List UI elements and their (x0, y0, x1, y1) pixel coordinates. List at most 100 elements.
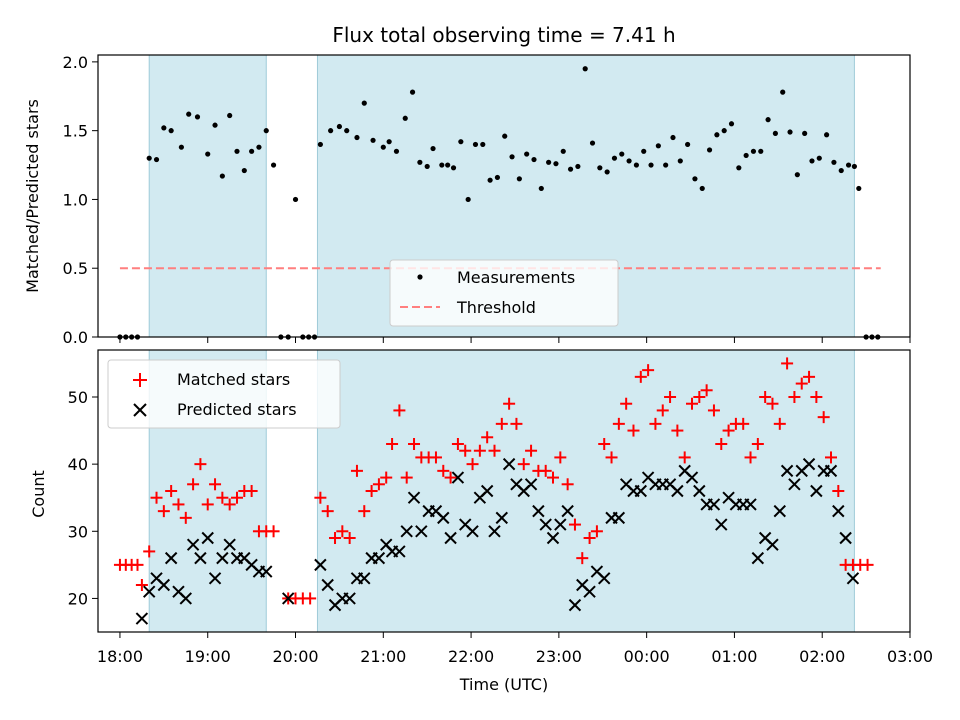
matched-star-point (343, 532, 356, 544)
measurement-point (370, 137, 376, 143)
x-tick-label: 19:00 (185, 647, 231, 666)
matched-star-point (135, 579, 148, 591)
predicted-star-point (744, 498, 757, 511)
measurement-point (816, 155, 822, 161)
matched-star-point (503, 397, 516, 410)
matched-star-point (429, 451, 442, 464)
x-tick-label: 22:00 (448, 647, 494, 666)
predicted-star-point (480, 484, 494, 498)
measurement-point (765, 117, 771, 123)
x-tick-label: 03:00 (887, 647, 933, 666)
measurement-point (856, 185, 862, 192)
predicted-star-point (223, 538, 236, 551)
matched-star-point (561, 478, 574, 491)
measurement-point (685, 141, 691, 148)
matched-star-point (386, 438, 399, 450)
measurement-point (227, 112, 233, 119)
matched-star-point (201, 498, 214, 511)
matched-star-point (678, 451, 691, 464)
measurement-point (553, 161, 559, 167)
predicted-stars-legend-marker (133, 403, 147, 417)
predicted-star-point (715, 518, 728, 531)
measurement-point (234, 148, 240, 154)
measurement-point (270, 162, 277, 168)
predicted-star-point (393, 545, 406, 558)
measurement-point (256, 144, 262, 150)
measurement-point (205, 151, 211, 157)
measurement-point (178, 144, 184, 150)
count-plot-frame (97, 349, 911, 633)
ratio-panel: 0.0 0.5 1.0 1.5 2.0 Flux total observing tim… (23, 23, 911, 347)
x-tick-label: 21:00 (360, 647, 406, 666)
matched-star-point (517, 458, 530, 471)
count-legend: Matched stars Predicted stars (107, 359, 341, 429)
measurement-point (721, 128, 727, 134)
measurement-point (402, 115, 408, 121)
matched-star-point (304, 592, 317, 605)
matched-star-point (488, 444, 501, 457)
matched-stars-legend-marker (133, 373, 147, 387)
count-y-axis-label: Count (29, 470, 48, 518)
measurement-point (538, 185, 544, 192)
matched-star-point (590, 525, 603, 538)
matched-star-point (400, 471, 413, 484)
predicted-star-point (216, 551, 229, 565)
measurement-point (589, 140, 596, 146)
matched-star-point (510, 417, 523, 430)
matched-star-point (766, 397, 779, 410)
measurement-point (393, 148, 400, 154)
predicted-star-point (281, 592, 295, 605)
measurement-point (153, 156, 160, 163)
predicted-star-point (451, 471, 465, 484)
predicted-star-point (612, 511, 626, 525)
measurement-point (487, 177, 493, 183)
predicted-star-point (208, 572, 222, 585)
measurement-point (714, 132, 720, 138)
threshold-legend-label: Threshold (456, 298, 536, 317)
observing-interval-1 (148, 54, 267, 338)
matched-star-point (627, 424, 640, 437)
matched-star-point (810, 391, 823, 403)
predicted-star-point (321, 578, 334, 592)
matched-stars-series (113, 357, 874, 605)
matched-star-point (832, 485, 845, 497)
matched-star-point (350, 464, 363, 477)
measurement-point (575, 163, 581, 170)
predicted-star-point (802, 457, 816, 471)
measurement-point (728, 121, 735, 127)
matched-star-point (466, 458, 479, 471)
ratio-plot-frame (97, 54, 911, 338)
measurement-point (845, 162, 852, 168)
matched-star-point (223, 498, 236, 511)
matched-star-point (649, 417, 662, 430)
matched-star-point (605, 451, 618, 464)
matched-star-point (408, 438, 421, 450)
matched-star-point (700, 384, 713, 397)
matched-star-point (693, 391, 706, 403)
matched-star-point (781, 357, 794, 370)
matched-star-point (656, 404, 669, 417)
matched-star-point (209, 478, 222, 491)
ratio-y-axis-label: Matched/Predicted stars (23, 99, 42, 293)
chart-title: Flux total observing time = 7.41 h (332, 23, 675, 47)
predicted-star-point (372, 551, 386, 565)
y-tick-label: 20 (68, 589, 88, 608)
y-tick-label: 2.0 (63, 53, 88, 72)
predicted-star-point (186, 538, 200, 551)
measurement-point (450, 165, 457, 171)
y-tick-label: 50 (68, 388, 88, 407)
measurement-point (692, 176, 698, 182)
measurement-point (494, 174, 501, 181)
measurement-point (802, 130, 808, 137)
predicted-star-point (598, 572, 611, 585)
predicted-star-point (157, 578, 171, 592)
measurement-point (219, 173, 225, 179)
matched-star-point (620, 397, 633, 410)
predicted-star-point (495, 511, 509, 525)
predicted-star-point (766, 538, 779, 551)
measurement-point (824, 132, 830, 138)
matched-star-point (788, 391, 801, 403)
measurement-point (417, 159, 423, 165)
matched-star-point (165, 485, 178, 497)
predicted-star-point (671, 484, 684, 498)
